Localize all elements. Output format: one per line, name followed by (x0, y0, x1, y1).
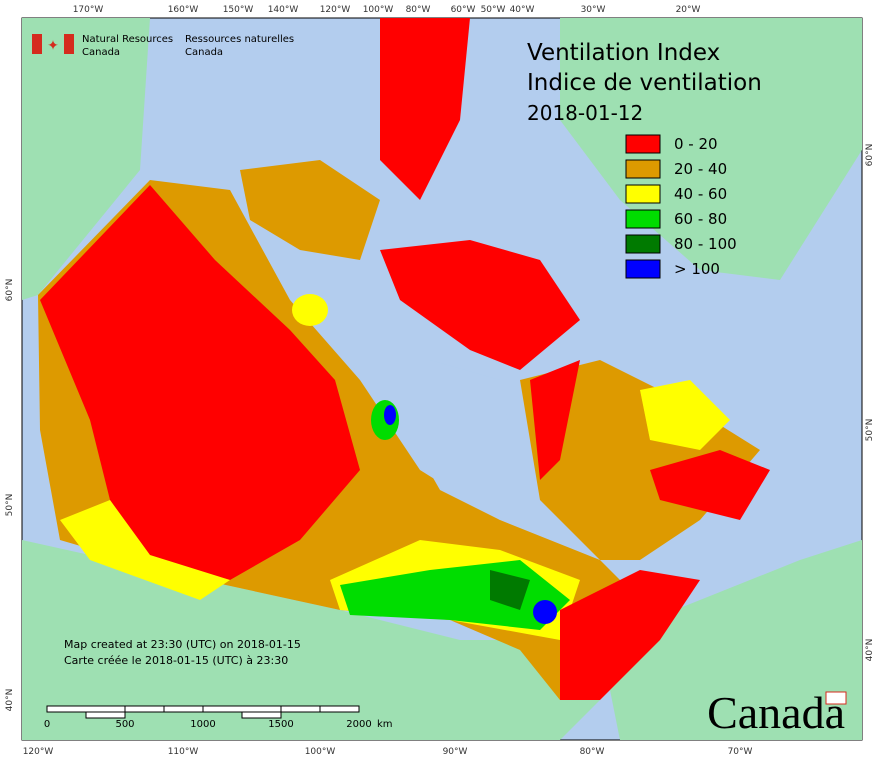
scale-segment (46, 705, 126, 713)
agency-fr-line: Canada (185, 47, 223, 58)
graticule-label: 40°W (510, 5, 535, 15)
legend-swatch (625, 184, 661, 204)
basemap (22, 18, 862, 740)
graticule-label: 80°W (406, 5, 431, 15)
graticule-label: 60°W (451, 5, 476, 15)
title-line: 2018-01-12 (527, 101, 643, 125)
scale-label: 0 (44, 719, 50, 730)
graticule-label: 60°N (865, 144, 875, 167)
legend-label: 20 - 40 (674, 160, 727, 178)
graticule-label: 60°N (5, 279, 15, 302)
graticule-label: 50°N (5, 494, 15, 517)
scale-label: 1000 (190, 719, 215, 730)
note-line: Carte créée le 2018-01-15 (UTC) à 23:30 (64, 654, 288, 667)
agency-fr-line: Ressources naturelles (185, 34, 294, 45)
legend-label: 80 - 100 (674, 235, 737, 253)
title-line: Indice de ventilation (527, 70, 762, 96)
legend-label: > 100 (674, 260, 720, 278)
legend-label: 60 - 80 (674, 210, 727, 228)
graticule-label: 100°W (305, 747, 336, 757)
legend-swatch (625, 259, 661, 279)
svg-text:✦: ✦ (47, 38, 59, 54)
graticule-label: 100°W (363, 5, 394, 15)
scale-segment (163, 705, 204, 713)
graticule-label: 140°W (268, 5, 299, 15)
graticule-label: 90°W (443, 747, 468, 757)
legend-swatch (625, 209, 661, 229)
graticule-label: 30°W (581, 5, 606, 15)
graticule-label: 80°W (580, 747, 605, 757)
graticule-label: 120°W (320, 5, 351, 15)
scale-segment (319, 705, 360, 713)
scale-label: 1500 (268, 719, 293, 730)
graticule-label: 150°W (223, 5, 254, 15)
graticule-label: 110°W (168, 747, 199, 757)
scale-segment (202, 705, 282, 713)
legend-label: 0 - 20 (674, 135, 718, 153)
graticule-label: 50°N (865, 419, 875, 442)
legend-swatch (625, 159, 661, 179)
agency-signature: ✦ (32, 34, 74, 54)
graticule-label: 40°N (865, 639, 875, 662)
title-line: Ventilation Index (527, 40, 720, 66)
graticule-label: 40°N (5, 689, 15, 712)
wordmark-flag (825, 691, 847, 705)
legend-swatch (625, 134, 661, 154)
scale-label: 500 (115, 719, 134, 730)
scale-unit: km (377, 719, 393, 730)
legend-swatch (625, 234, 661, 254)
scale-label: 2000 (346, 719, 371, 730)
graticule-label: 160°W (168, 5, 199, 15)
graticule-label: 20°W (676, 5, 701, 15)
legend-label: 40 - 60 (674, 185, 727, 203)
graticule-label: 70°W (728, 747, 753, 757)
agency-en-line: Natural Resources (82, 34, 173, 45)
agency-en-line: Canada (82, 47, 120, 58)
scale-segment (241, 711, 282, 719)
graticule-label: 120°W (23, 747, 54, 757)
wordmark: Canada (707, 687, 845, 738)
graticule-label: 170°W (73, 5, 104, 15)
scale-segment (85, 711, 126, 719)
graticule-label: 50°W (481, 5, 506, 15)
note-line: Map created at 23:30 (UTC) on 2018-01-15 (64, 638, 301, 651)
